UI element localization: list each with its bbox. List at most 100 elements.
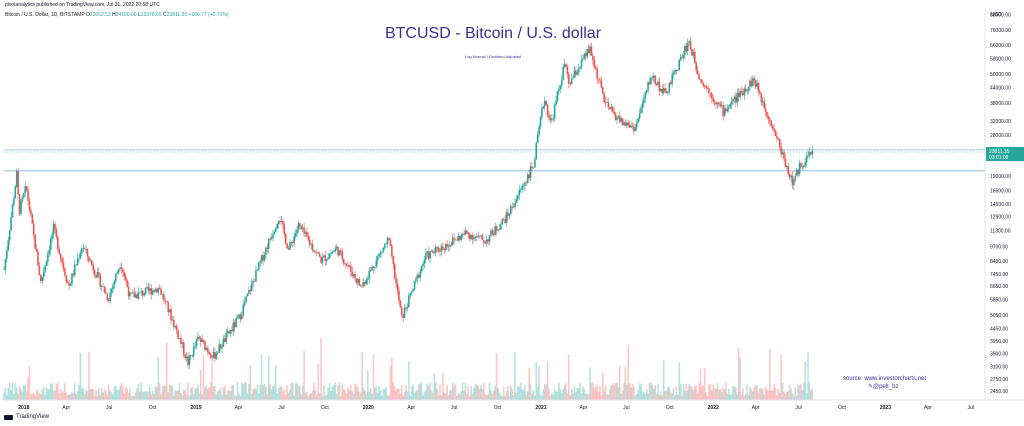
candle-body	[477, 235, 480, 237]
candle-body	[177, 330, 179, 339]
candle-body	[14, 186, 17, 199]
time-tick-label: Jul	[623, 405, 629, 411]
volume-bar	[716, 383, 719, 400]
volume-bar	[614, 382, 617, 400]
price-axis[interactable]: 88000.00 76000.00 66000.00 58000.00 50000.00…	[990, 13, 1011, 395]
volume-bar	[400, 384, 403, 400]
candle-body	[644, 92, 647, 99]
candle-body	[293, 236, 295, 244]
candle-body	[85, 249, 87, 250]
candle-body	[675, 70, 678, 72]
candle-body	[556, 91, 559, 101]
candle-body	[786, 165, 788, 167]
volume-bar	[116, 389, 119, 400]
candle-body	[201, 339, 203, 342]
volume-bar	[553, 388, 556, 400]
volume-bar	[367, 370, 369, 400]
volume-bar	[594, 387, 597, 400]
volume-bar	[357, 386, 359, 400]
volume-bar	[580, 392, 583, 400]
time-tick-label: Jul	[106, 405, 112, 411]
candle-body	[367, 278, 369, 281]
volume-bar	[113, 386, 116, 400]
candle-body	[716, 102, 719, 105]
candle-body	[317, 251, 320, 254]
volume-bar	[409, 395, 412, 400]
candle-body	[575, 70, 577, 75]
candle-body	[701, 79, 703, 83]
candle-body	[413, 281, 416, 290]
candle-body	[337, 246, 339, 256]
candle-body	[450, 244, 453, 246]
volume-bar	[173, 395, 175, 400]
symbol-label[interactable]: Bitcoin / U.S. Dollar, 1D, BITSTAMP	[5, 12, 85, 18]
candle-body	[307, 236, 310, 240]
open-label: O	[85, 12, 90, 18]
volume-bar	[546, 361, 549, 400]
candle-body	[747, 86, 750, 91]
volume-bar	[180, 392, 182, 400]
candle-body	[34, 234, 36, 249]
tradingview-logo[interactable]: TradingView	[4, 414, 49, 420]
chart-title: BTCUSD - Bitcoin / U.S. dollar	[384, 25, 602, 42]
volume-bar	[536, 386, 539, 400]
candle-body	[432, 250, 434, 254]
volume-bar	[471, 393, 474, 400]
candle-body	[51, 234, 53, 239]
volume-bar	[129, 387, 131, 400]
candle-body	[252, 281, 254, 283]
volume-bar	[207, 388, 209, 400]
candle-body	[350, 265, 352, 272]
candle-body	[652, 75, 655, 78]
volume-bar	[283, 389, 286, 400]
candle-body	[647, 82, 649, 91]
candle-body	[410, 291, 413, 294]
volume-bar	[277, 388, 280, 400]
volume-bar	[214, 385, 216, 400]
volume-bar	[406, 391, 409, 400]
volume-bar	[313, 382, 315, 400]
volume-bar	[648, 382, 651, 400]
volume-bar	[449, 390, 451, 400]
volume-bar	[106, 394, 109, 400]
volume-bar	[82, 388, 85, 400]
volume-bar	[141, 391, 144, 400]
candle-body	[102, 286, 104, 287]
volume-bar	[446, 384, 448, 400]
candle-body	[679, 56, 682, 61]
volume-bar	[473, 388, 475, 400]
candle-body	[771, 126, 774, 129]
volume-bar	[803, 382, 805, 400]
time-axis[interactable]: 2018 Apr Jul Oct 2019 Apr Jul Oct 2020 Apr Jul Oct 2…	[18, 405, 974, 411]
candle-body	[358, 279, 361, 286]
volume-bar	[749, 386, 751, 400]
candle-body	[698, 74, 700, 80]
candle-body	[79, 253, 82, 259]
candle-body	[267, 238, 270, 250]
volume-bar	[391, 357, 393, 400]
candle-body	[181, 342, 184, 344]
candle-body	[258, 262, 260, 270]
volume-bar	[617, 386, 620, 400]
volume-bar	[248, 383, 250, 400]
candle-body	[129, 292, 131, 297]
volume-bar	[276, 393, 279, 400]
candle-body	[573, 70, 576, 78]
candle-body	[427, 251, 430, 259]
candle-body	[8, 230, 11, 241]
volume-bar	[709, 383, 712, 400]
candle-body	[399, 300, 402, 308]
candle-body	[665, 90, 668, 94]
volume-bar	[808, 382, 811, 400]
volume-bar	[797, 383, 799, 400]
candle-body	[610, 106, 613, 109]
volume-bar	[42, 387, 45, 400]
volume-bar	[61, 392, 63, 400]
candle-body	[784, 158, 787, 167]
candle-body	[590, 46, 593, 56]
volume-bar	[699, 368, 702, 400]
volume-bar	[610, 385, 613, 400]
candle-body	[273, 231, 276, 235]
volume-bar	[32, 392, 35, 400]
